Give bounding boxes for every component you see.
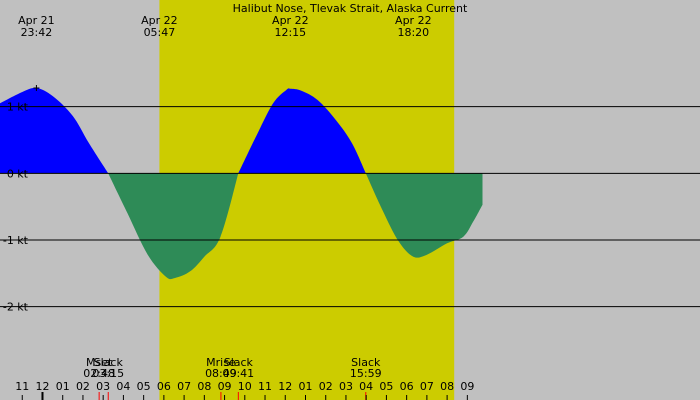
- flood-area-2: [238, 88, 366, 174]
- top-date-label: Apr 21: [18, 14, 55, 27]
- top-time-label: 18:20: [397, 26, 429, 39]
- x-tick-label: 05: [379, 380, 393, 393]
- x-tick-label: 08: [197, 380, 211, 393]
- event-name-label: Slack: [224, 356, 254, 369]
- current-area-layer: [0, 87, 483, 280]
- y-axis-labels: 1 kt 0 kt -1 kt -2 kt: [3, 101, 29, 314]
- event-name-label: Slack: [94, 356, 124, 369]
- x-tick-label: 09: [460, 380, 474, 393]
- x-tick-label: 03: [339, 380, 353, 393]
- flood-area-0: [0, 87, 109, 174]
- y-tick-label: -2 kt: [3, 301, 29, 314]
- event-labels: Mset02:48Slack03:15Mrise08:49Slack09:41S…: [83, 356, 382, 400]
- x-tick-label: 12: [35, 380, 49, 393]
- x-tick-label: 06: [157, 380, 171, 393]
- x-tick-label: 01: [56, 380, 70, 393]
- x-tick-label: 06: [400, 380, 414, 393]
- event-time-label: 03:15: [92, 367, 124, 380]
- x-tick-label: 04: [116, 380, 130, 393]
- top-date-label: Apr 22: [395, 14, 432, 27]
- y-tick-label: -1 kt: [3, 234, 29, 247]
- x-tick-label: 03: [96, 380, 110, 393]
- top-time-label: 05:47: [144, 26, 176, 39]
- top-date-label: Apr 22: [141, 14, 178, 27]
- ebb-area-1: [108, 173, 239, 280]
- event-name-label: Mset: [86, 356, 113, 369]
- top-date-label: Apr 22: [272, 14, 309, 27]
- y-tick-label: 0 kt: [7, 167, 29, 180]
- x-axis: 11 12 01 02 03 04 05 06 07 08 09 10 11 12 01 02 03 04 05 06…: [15, 380, 474, 400]
- event-time-label: 15:59: [350, 367, 382, 380]
- x-tick-label: 07: [420, 380, 434, 393]
- x-tick-label: 10: [238, 380, 252, 393]
- x-tick-label: 11: [15, 380, 29, 393]
- gridline-layer: [0, 85, 700, 308]
- x-tick-label: 08: [440, 380, 454, 393]
- event-time-label: 09:41: [222, 367, 254, 380]
- x-tick-label: 07: [177, 380, 191, 393]
- top-time-label: 23:42: [21, 26, 53, 39]
- x-tick-label: 01: [298, 380, 312, 393]
- x-tick-label: 02: [76, 380, 90, 393]
- x-tick-label: 04: [359, 380, 373, 393]
- x-tick-label: 11: [258, 380, 272, 393]
- chart-title: Halibut Nose, Tlevak Strait, Alaska Curr…: [233, 2, 468, 15]
- event-name-label: Mrise: [206, 356, 236, 369]
- x-tick-label: 05: [137, 380, 151, 393]
- ebb-area-3: [365, 173, 483, 258]
- midnight-marker: [41, 392, 44, 400]
- event-time-label: 08:49: [205, 367, 237, 380]
- top-time-label: 12:15: [274, 26, 306, 39]
- x-tick-label: 12: [278, 380, 292, 393]
- event-name-label: Slack: [351, 356, 381, 369]
- event-time-label: 02:48: [83, 367, 115, 380]
- x-tick-label: 09: [218, 380, 232, 393]
- x-tick-label: 02: [319, 380, 333, 393]
- y-tick-label: 1 kt: [7, 101, 29, 114]
